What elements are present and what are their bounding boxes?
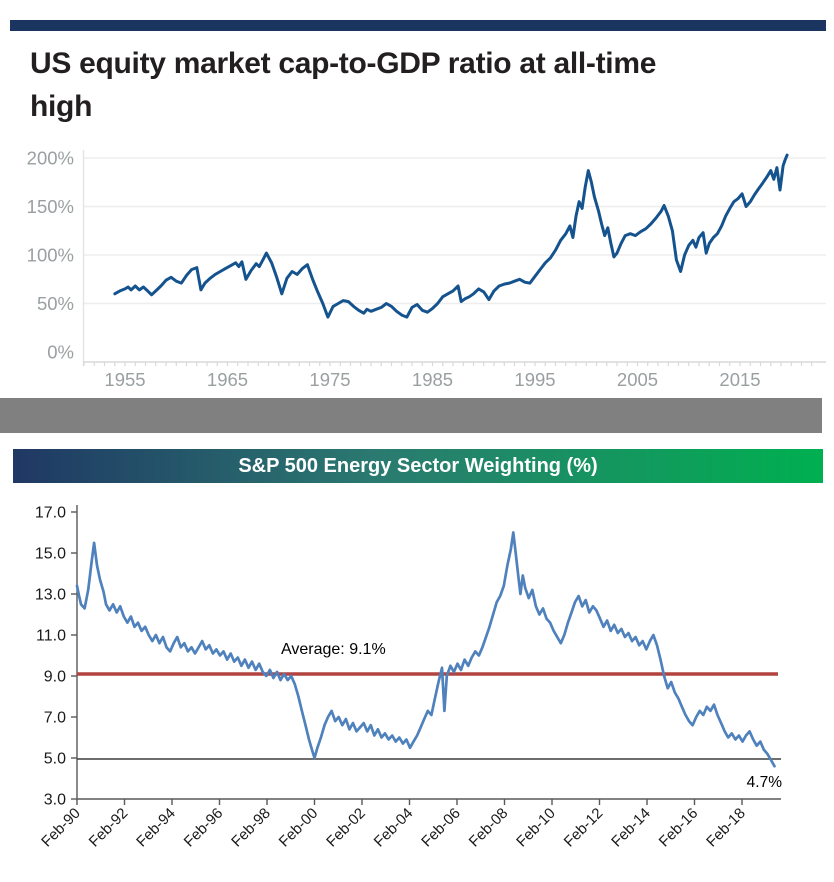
svg-text:50%: 50% — [37, 293, 74, 314]
svg-text:Feb-00: Feb-00 — [276, 805, 322, 851]
svg-text:Feb-16: Feb-16 — [656, 805, 702, 851]
section-divider — [0, 398, 822, 433]
svg-text:1995: 1995 — [514, 369, 555, 390]
svg-text:150%: 150% — [27, 196, 74, 217]
svg-text:15.0: 15.0 — [35, 546, 66, 563]
energy-chart-title: S&P 500 Energy Sector Weighting (%) — [238, 454, 598, 477]
svg-text:Feb-92: Feb-92 — [86, 805, 132, 851]
svg-text:1975: 1975 — [309, 369, 350, 390]
svg-text:200%: 200% — [27, 148, 74, 169]
svg-text:1965: 1965 — [207, 369, 248, 390]
svg-text:Feb-14: Feb-14 — [608, 805, 654, 851]
page-title-line1: US equity market cap-to-GDP ratio at all… — [30, 47, 657, 80]
svg-text:Feb-96: Feb-96 — [181, 805, 227, 851]
energy-chart-title-bar: S&P 500 Energy Sector Weighting (%) — [13, 449, 823, 483]
page-title-line2: high — [30, 90, 93, 123]
svg-text:3.0: 3.0 — [44, 792, 66, 809]
svg-text:Feb-90: Feb-90 — [38, 805, 84, 851]
cap-to-gdp-chart: 0% 50% 100% 150% 200% 1955 1965 1975 1985 1995 200… — [27, 148, 826, 390]
svg-text:17.0: 17.0 — [35, 505, 66, 522]
svg-text:Feb-02: Feb-02 — [323, 805, 369, 851]
svg-text:Feb-10: Feb-10 — [513, 805, 559, 851]
svg-text:4.7%: 4.7% — [747, 774, 783, 791]
svg-text:2005: 2005 — [617, 369, 658, 390]
svg-text:Average: 9.1%: Average: 9.1% — [281, 641, 386, 658]
svg-text:Feb-98: Feb-98 — [228, 805, 274, 851]
svg-text:5.0: 5.0 — [44, 751, 66, 768]
svg-text:Feb-04: Feb-04 — [371, 805, 417, 851]
svg-text:1985: 1985 — [412, 369, 453, 390]
svg-text:13.0: 13.0 — [35, 587, 66, 604]
top-accent-rule — [10, 20, 826, 31]
svg-text:1955: 1955 — [104, 369, 145, 390]
svg-text:Feb-94: Feb-94 — [133, 805, 179, 851]
svg-text:Feb-08: Feb-08 — [466, 805, 512, 851]
svg-text:0%: 0% — [47, 342, 74, 363]
svg-text:11.0: 11.0 — [36, 628, 66, 645]
svg-text:Feb-06: Feb-06 — [418, 805, 464, 851]
page-title: US equity market cap-to-GDP ratio at all… — [30, 42, 818, 128]
svg-text:2015: 2015 — [719, 369, 760, 390]
svg-text:100%: 100% — [27, 245, 74, 266]
svg-text:Feb-18: Feb-18 — [703, 805, 749, 851]
svg-text:7.0: 7.0 — [44, 710, 66, 727]
svg-text:Feb-12: Feb-12 — [561, 805, 607, 851]
svg-text:9.0: 9.0 — [44, 669, 66, 686]
